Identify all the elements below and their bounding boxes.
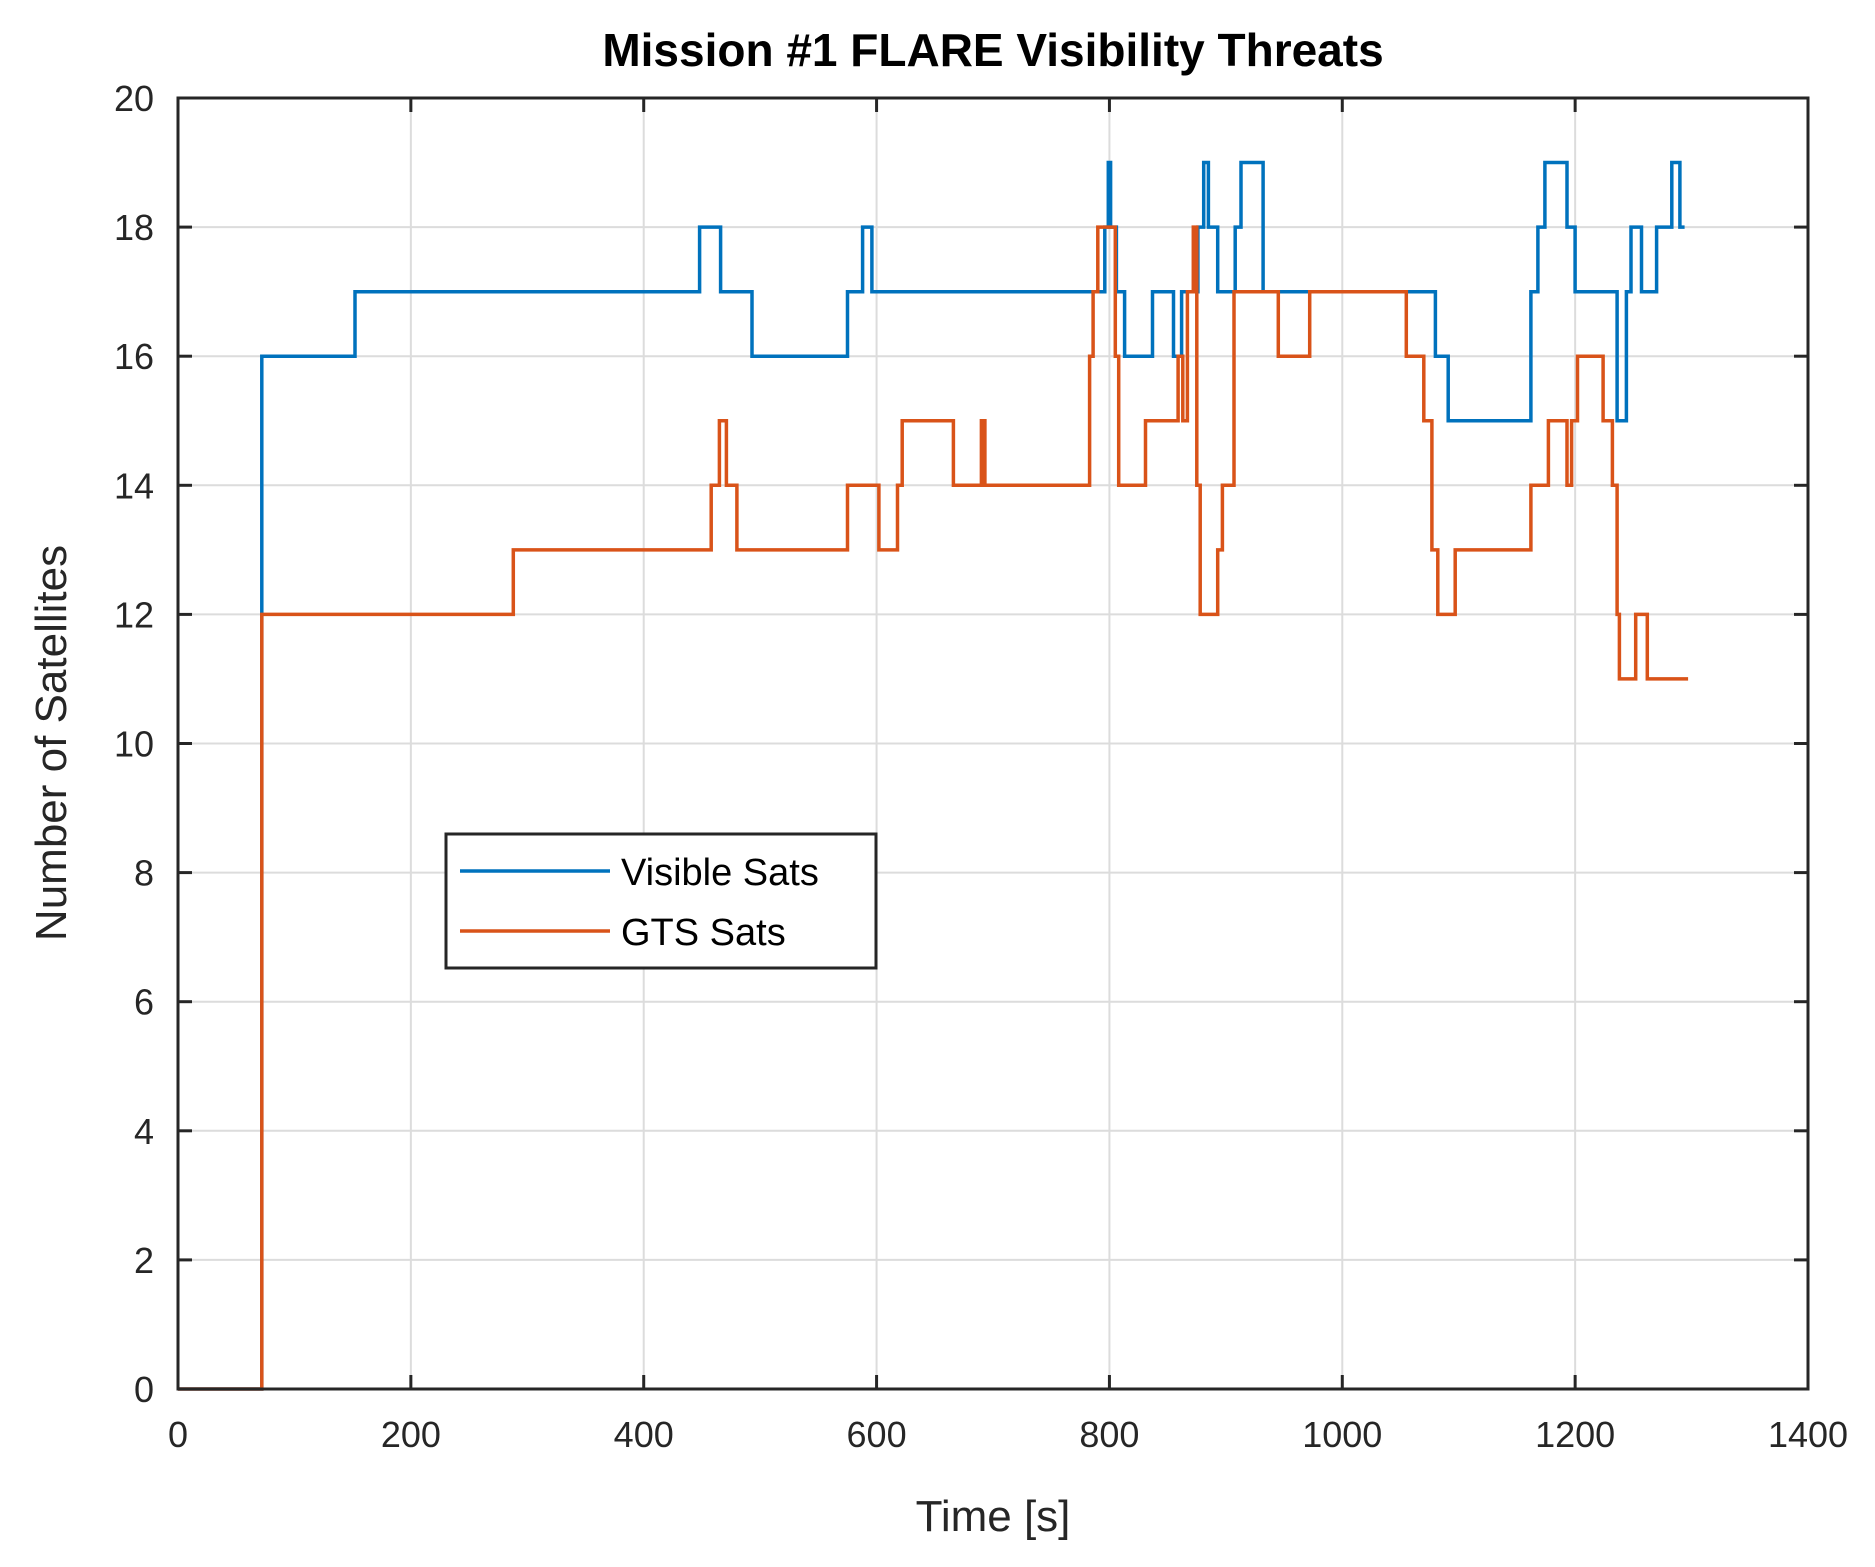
x-axis-label: Time [s]	[916, 1492, 1071, 1541]
x-tick-label: 600	[847, 1414, 907, 1455]
x-tick-label: 1200	[1535, 1414, 1615, 1455]
x-tick-label: 0	[168, 1414, 188, 1455]
grid	[178, 98, 1808, 1389]
chart-title: Mission #1 FLARE Visibility Threats	[602, 24, 1383, 76]
y-tick-label: 4	[134, 1111, 154, 1152]
x-tick-label: 800	[1079, 1414, 1139, 1455]
y-tick-label: 14	[114, 465, 154, 506]
x-tick-label: 1000	[1302, 1414, 1382, 1455]
series-layer	[178, 160, 1689, 1391]
series-line-gts-sats	[178, 225, 1689, 1391]
y-axis-label: Number of Satellites	[27, 545, 76, 941]
y-tick-label: 6	[134, 982, 154, 1023]
y-tick-label: 20	[114, 78, 154, 119]
y-tick-label: 18	[114, 207, 154, 248]
series-line-visible-sats	[178, 160, 1685, 1391]
legend-label-visible-sats: Visible Sats	[621, 852, 819, 894]
ticks: 0 200 400 600 800 1000 1200 1400 0 2 4 6 8 10 12 14 16 18…	[114, 78, 1848, 1455]
y-tick-label: 8	[134, 853, 154, 894]
x-tick-label: 200	[381, 1414, 441, 1455]
y-tick-label: 10	[114, 724, 154, 765]
y-tick-label: 2	[134, 1240, 154, 1281]
x-tick-label: 1400	[1768, 1414, 1848, 1455]
legend-label-gts-sats: GTS Sats	[621, 912, 786, 954]
legend: Visible Sats GTS Sats	[444, 832, 878, 970]
x-tick-label: 400	[614, 1414, 674, 1455]
legend-box	[444, 832, 878, 970]
y-tick-label: 16	[114, 336, 154, 377]
y-tick-label: 0	[134, 1369, 154, 1410]
y-tick-label: 12	[114, 594, 154, 635]
